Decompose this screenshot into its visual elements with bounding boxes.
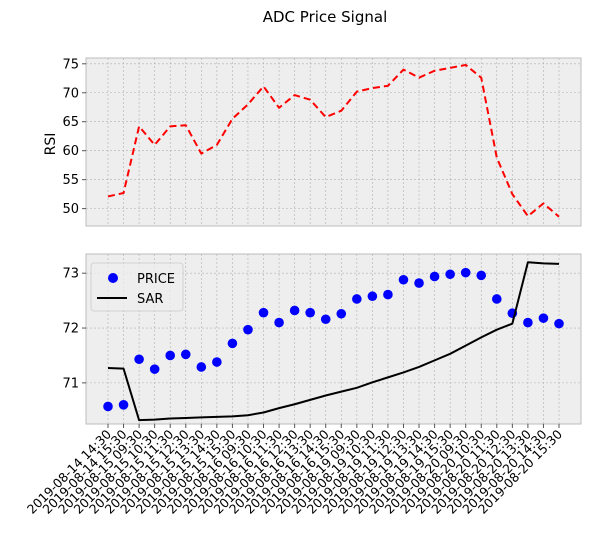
- price-point: [149, 364, 160, 374]
- price-point: [134, 354, 144, 365]
- price-series: [103, 261, 564, 422]
- price-point: [429, 271, 440, 282]
- y-tick-label: 60: [62, 144, 79, 159]
- rsi-plot-area: [85, 57, 582, 227]
- rsi-y-axis: 50 55 60 65 70 75: [62, 57, 86, 217]
- rsi-y-axis-label: RSI: [43, 133, 59, 156]
- y-tick-label: 73: [62, 267, 79, 282]
- price-point: [165, 350, 176, 361]
- price-point: [460, 267, 471, 278]
- price-point: [118, 400, 129, 410]
- price-point: [445, 269, 455, 280]
- legend-sar-label: SAR: [137, 292, 163, 307]
- price-point: [398, 274, 409, 285]
- rsi-panel: 50 55 60 65 70 75 RSI: [43, 57, 582, 227]
- price-point: [196, 362, 207, 372]
- price-point: [336, 308, 347, 319]
- price-point: [352, 294, 362, 304]
- price-point: [491, 294, 502, 304]
- y-tick-label: 75: [62, 57, 79, 72]
- price-point: [305, 307, 315, 318]
- price-point: [383, 289, 393, 300]
- price-point: [180, 349, 191, 360]
- legend: PRICE SAR: [90, 262, 184, 312]
- y-tick-label: 72: [62, 322, 79, 337]
- price-point: [227, 338, 238, 349]
- rsi-gridlines: [86, 58, 581, 226]
- rsi-line: [107, 63, 560, 218]
- y-tick-label: 55: [62, 173, 79, 188]
- price-point: [367, 291, 378, 302]
- rsi-series: [107, 63, 560, 218]
- chart-title: ADC Price Signal: [263, 8, 388, 26]
- y-tick-label: 50: [62, 202, 79, 217]
- price-point: [243, 324, 253, 335]
- price-point: [554, 318, 564, 329]
- price-y-axis: 71 72 73: [62, 267, 86, 391]
- price-point: [274, 317, 284, 328]
- price-point: [258, 307, 269, 318]
- price-point: [523, 317, 533, 328]
- price-point: [538, 313, 549, 323]
- price-point: [212, 357, 222, 367]
- legend-price-marker: [108, 273, 118, 283]
- price-point: [414, 278, 424, 288]
- y-tick-label: 70: [62, 86, 79, 101]
- legend-price-label: PRICE: [137, 272, 175, 287]
- price-point: [103, 401, 113, 412]
- y-tick-label: 65: [62, 115, 79, 130]
- price-point: [289, 305, 300, 316]
- y-tick-label: 71: [62, 376, 79, 391]
- price-point: [320, 314, 331, 325]
- sar-line: [107, 261, 560, 422]
- price-point: [476, 270, 487, 281]
